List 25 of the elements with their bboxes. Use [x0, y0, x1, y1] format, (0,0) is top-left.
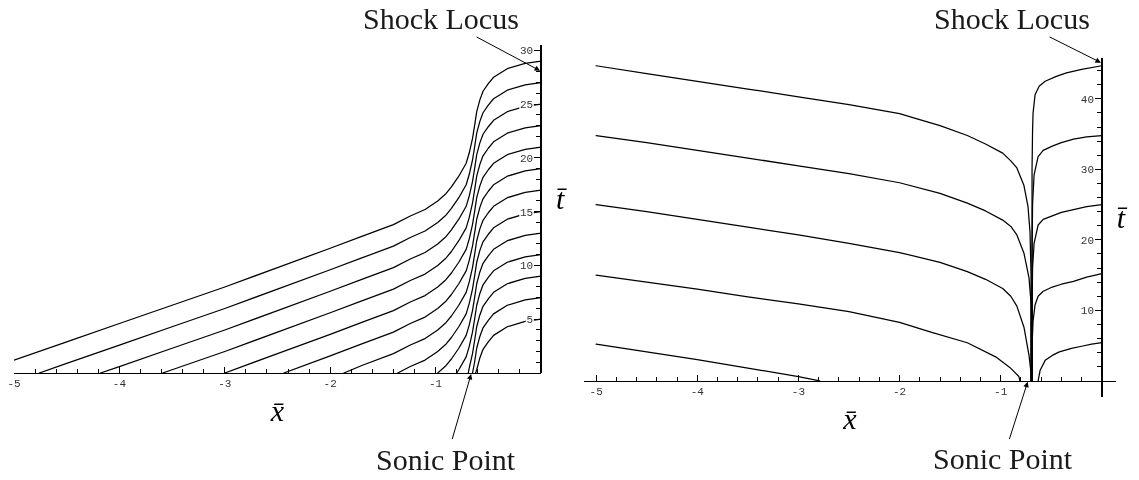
x-tick-label: -1 — [994, 386, 1008, 399]
text: Shock Locus — [934, 2, 1090, 35]
y-tick-label: 30 — [1080, 164, 1095, 177]
x-axis-title: x̄ — [842, 401, 858, 435]
text: Shock Locus — [363, 2, 519, 35]
annotation: Sonic Point — [933, 442, 1073, 475]
y-tick-label: 10 — [520, 260, 534, 273]
x-tick-label: -5 — [7, 378, 21, 391]
y-axis-title: t̄ — [556, 182, 568, 215]
x-axis-title: x̄ — [269, 393, 285, 427]
y-tick-label: 30 — [520, 45, 534, 58]
annotation: Sonic Point — [376, 443, 516, 476]
x-tick-label: -1 — [429, 378, 443, 391]
x-tick-label: -3 — [218, 378, 232, 391]
x-tick-label: -2 — [323, 378, 337, 391]
y-axis-title: t̄ — [1116, 200, 1129, 234]
x-tick-label: -3 — [791, 386, 806, 399]
x-tick-label: -2 — [892, 386, 907, 399]
y-tick-label: 20 — [520, 152, 534, 165]
y-tick-label: 20 — [1080, 234, 1095, 247]
x-tick-label: -4 — [112, 378, 127, 391]
y-tick-label: 40 — [1080, 93, 1095, 106]
y-tick-label: 10 — [1080, 305, 1095, 318]
x-tick-label: -5 — [589, 386, 603, 399]
x-tick-label: -4 — [690, 386, 705, 399]
